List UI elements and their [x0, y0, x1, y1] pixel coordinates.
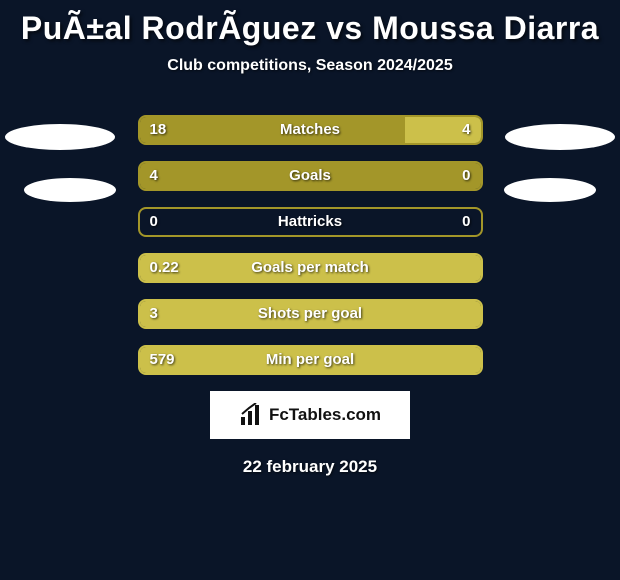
stat-label: Min per goal [140, 347, 481, 373]
stat-row: 4Goals0 [138, 161, 483, 191]
stat-label: Shots per goal [140, 301, 481, 327]
footer-date: 22 february 2025 [0, 457, 620, 477]
page-title: PuÃ±al RodrÃ­guez vs Moussa Diarra [0, 0, 620, 47]
page-subtitle: Club competitions, Season 2024/2025 [0, 57, 620, 75]
stat-label: Hattricks [140, 209, 481, 235]
player1-marker-top [5, 124, 115, 150]
player1-marker-bottom [24, 178, 116, 202]
stat-row: 0.22Goals per match [138, 253, 483, 283]
footer-logo: FcTables.com [210, 391, 410, 439]
stat-row: 18Matches4 [138, 115, 483, 145]
stat-row: 579Min per goal [138, 345, 483, 375]
stat-value-right: 0 [462, 163, 470, 189]
stat-value-right: 4 [462, 117, 470, 143]
stat-value-right: 0 [462, 209, 470, 235]
stat-label: Goals per match [140, 255, 481, 281]
player2-marker-top [505, 124, 615, 150]
stat-label: Goals [140, 163, 481, 189]
footer-logo-text: FcTables.com [269, 405, 381, 425]
stat-row: 3Shots per goal [138, 299, 483, 329]
player2-marker-bottom [504, 178, 596, 202]
stat-row: 0Hattricks0 [138, 207, 483, 237]
chart-icon [239, 403, 263, 427]
stat-label: Matches [140, 117, 481, 143]
stats-bars: 18Matches44Goals00Hattricks00.22Goals pe… [138, 115, 483, 375]
